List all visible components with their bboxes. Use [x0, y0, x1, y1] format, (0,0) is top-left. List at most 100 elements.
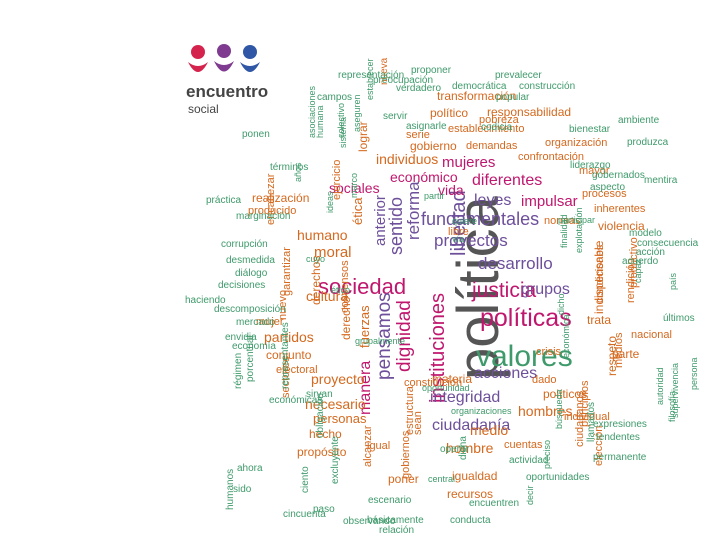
cloud-word: mujer: [256, 316, 284, 328]
cloud-word: encuentren: [469, 498, 520, 509]
cloud-word: económica: [561, 314, 571, 358]
cloud-word: años: [293, 162, 303, 182]
cloud-word: producido: [248, 205, 297, 217]
cloud-word: gobierno: [410, 139, 457, 153]
cloud-word: anterior: [372, 195, 389, 246]
cloud-word: últimos: [663, 313, 695, 324]
cloud-word: marginación: [236, 211, 291, 222]
cloud-word: serie: [406, 129, 430, 141]
cloud-word: necesario: [305, 396, 366, 412]
cloud-word: economía: [232, 341, 276, 352]
cloud-word: económicas: [269, 395, 323, 406]
cloud-word: explotación: [574, 207, 584, 253]
cloud-word: indispensable: [592, 240, 606, 314]
cloud-word: participar: [558, 215, 596, 225]
cloud-word: corrupción: [221, 239, 268, 250]
cloud-word: servir: [383, 111, 408, 122]
cloud-word: expresiones: [593, 419, 647, 430]
cloud-word: grupalmente: [355, 336, 406, 346]
cloud-word: representantes: [280, 322, 291, 389]
cloud-word: preciso: [542, 439, 552, 469]
cloud-word: construcción: [519, 81, 576, 92]
cloud-word: impulsar: [521, 193, 578, 210]
cloud-word: cuyo: [306, 254, 326, 264]
cloud-word: integridad: [430, 389, 501, 406]
cloud-word: trata: [587, 313, 612, 327]
cloud-word: campos: [317, 92, 353, 103]
cloud-word: establecer: [365, 58, 375, 100]
cloud-word: verdadero: [396, 83, 442, 94]
cloud-word: nacional: [631, 329, 672, 341]
cloud-word: sean: [412, 411, 424, 435]
cloud-word: humana: [315, 105, 325, 138]
cloud-word: tendentes: [596, 432, 640, 443]
cloud-word: búsqueda: [554, 389, 564, 429]
cloud-word: pobreza: [479, 114, 519, 126]
cloud-word: políticas: [480, 304, 572, 332]
cloud-word: decisiones: [218, 280, 266, 291]
cloud-word: organización: [545, 137, 608, 149]
cloud-word: gobiernos: [400, 430, 412, 479]
cloud-word: ideas: [325, 191, 335, 213]
cloud-word: partir: [424, 191, 445, 201]
cloud-word: cincuenta: [283, 509, 326, 520]
cloud-word: autoridad: [655, 367, 665, 405]
cloud-word: envidia: [225, 332, 257, 343]
cloud-word: asignarle: [406, 121, 447, 132]
cloud-word: mujeres: [442, 154, 496, 171]
cloud-word: mercado: [236, 317, 275, 328]
cloud-word: igualdad: [452, 469, 498, 483]
party-logo-figures-icon: [188, 44, 260, 72]
cloud-word: acuerdo: [622, 256, 659, 267]
cloud-word: económico: [390, 169, 458, 185]
cloud-word: sentido: [386, 196, 406, 255]
cloud-word: hombre: [446, 440, 494, 456]
cloud-word: dicho: [556, 293, 566, 315]
cloud-word: obligación: [315, 392, 326, 438]
cloud-word: mentira: [644, 175, 678, 186]
cloud-word: llamados: [586, 401, 597, 442]
cloud-word: paso: [313, 504, 335, 515]
cloud-word: constitución: [404, 377, 463, 389]
cloud-word: básicamente: [367, 515, 424, 526]
cloud-word: grupos: [521, 281, 570, 298]
cloud-word: individual: [564, 411, 610, 423]
cloud-word: proyectos: [434, 231, 508, 250]
cloud-word: consecuencia: [637, 238, 699, 249]
cloud-word: aseguren: [352, 94, 362, 132]
cloud-word: demandas: [466, 140, 518, 152]
cloud-word: permanente: [593, 452, 647, 463]
cloud-word: oportunidad: [422, 383, 470, 393]
cloud-word: oportunidades: [526, 472, 590, 483]
cloud-word: hecho: [309, 427, 342, 441]
cloud-word: capaz: [633, 258, 643, 283]
cloud-word: sociales: [329, 180, 380, 196]
cloud-word: conducta: [450, 515, 491, 526]
cloud-word: quiere: [452, 216, 478, 226]
cloud-word: porcentual: [245, 335, 256, 382]
cloud-word: parte: [612, 347, 640, 361]
cloud-word: país: [668, 272, 678, 290]
cloud-word: ponen: [242, 129, 270, 140]
cloud-word: realización: [252, 191, 310, 205]
cloud-word: ético: [331, 285, 351, 295]
cloud-word: régimen: [233, 352, 244, 389]
cloud-word: desmedida: [226, 255, 275, 266]
cloud-word: haciendo: [185, 295, 226, 306]
cloud-word: leyes: [474, 192, 512, 209]
cloud-word: central: [428, 474, 456, 484]
cloud-word: modelo: [629, 228, 662, 239]
cloud-word: aspecto: [590, 182, 626, 193]
cloud-word: ciudadanía: [432, 417, 511, 434]
cloud-word: prevalecer: [495, 70, 542, 81]
cloud-word: ambiente: [618, 115, 660, 126]
cloud-word: electoral: [276, 364, 318, 376]
cloud-word: sido: [233, 484, 252, 495]
cloud-word: práctica: [206, 195, 242, 206]
cloud-word: normas: [544, 215, 581, 227]
cloud-word: términos: [270, 162, 309, 173]
cloud-word: codicia: [481, 122, 513, 133]
cloud-word: descomposición: [214, 304, 286, 315]
cloud-word: políticos: [543, 387, 588, 401]
cloud-word: humano: [297, 227, 348, 243]
